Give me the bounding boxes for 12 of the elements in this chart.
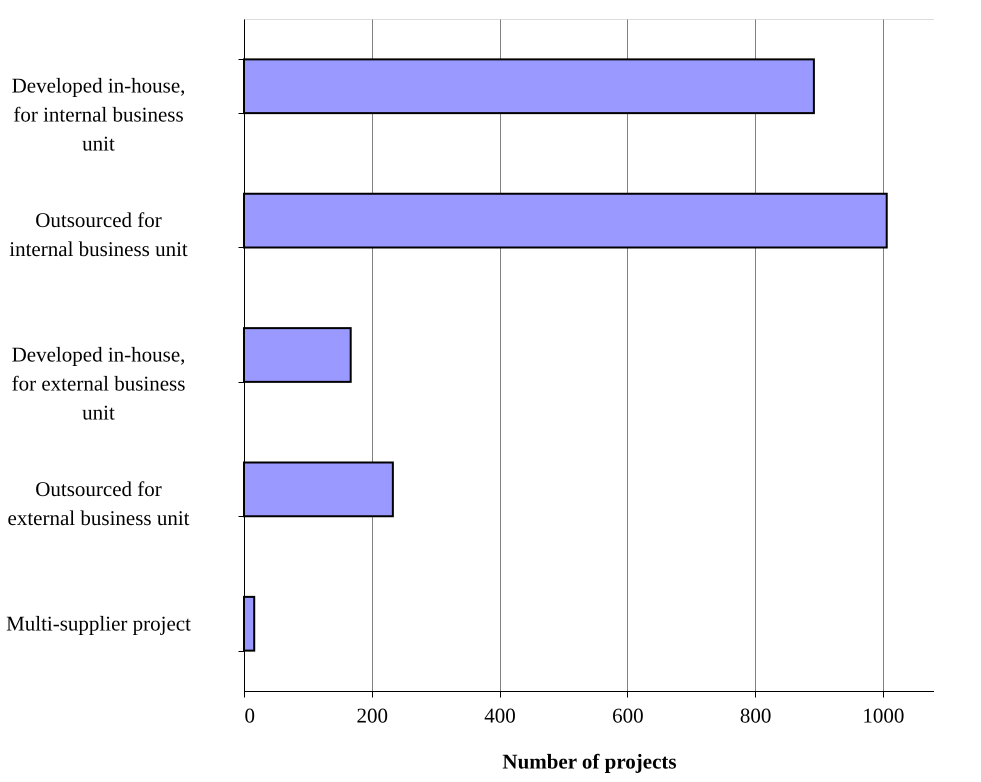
x-tick-label: 400 [484,704,516,728]
x-tick-label: 1000 [862,704,904,728]
y-tick-label: Outsourced for external business unit [8,476,190,530]
y-tick-label: Developed in-house, for internal business unit [12,74,186,156]
y-tick-label: Developed in-house, for external business unit [12,342,186,424]
y-tick-label: Outsourced for internal business unit [9,208,188,262]
x-tick-label: 600 [612,704,644,728]
x-tick-label: 800 [740,704,772,728]
x-axis-title: Number of projects [502,750,677,774]
y-tick-label: Multi-supplier project [6,611,192,636]
x-tick-label: 200 [356,704,388,728]
x-tick-label: 0 [244,704,255,728]
